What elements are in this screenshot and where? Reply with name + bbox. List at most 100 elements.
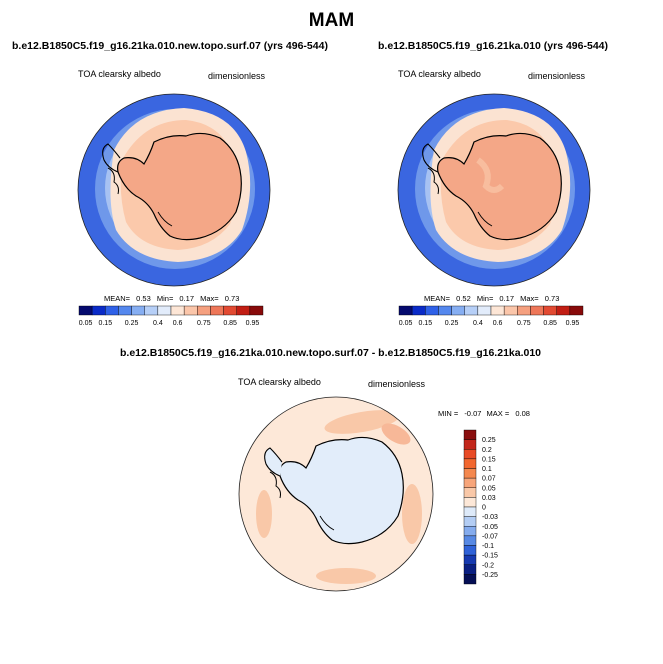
mean-label: MEAN= — [424, 294, 451, 303]
colorbar-swatch — [463, 477, 477, 488]
colorbar-swatch — [131, 305, 145, 316]
colorbar-swatch — [463, 516, 477, 527]
colorbar-swatch — [411, 305, 426, 316]
colorbar-tick-label: 0.05 — [399, 320, 413, 327]
stats-case: MEAN= 0.53 Min= 0.17 Max= 0.73 — [104, 294, 239, 303]
variable-label-case: TOA clearsky albedo — [78, 69, 161, 79]
colorbar-difference: 0.25 0.2 0.15 0.1 0.07 0.05 0.03 0 -0.03 -0.05 -0.… — [463, 429, 498, 585]
colorbar-swatch — [210, 305, 224, 316]
figure-title: MAM — [308, 10, 355, 31]
colorbar-tick-label: -0.2 — [482, 562, 494, 569]
colorbar-swatch — [463, 554, 477, 565]
colorbar-swatch — [105, 305, 119, 316]
stats-control: MEAN= 0.52 Min= 0.17 Max= 0.73 — [424, 294, 559, 303]
mean-value: 0.52 — [456, 294, 471, 303]
colorbar-swatch — [463, 497, 477, 508]
colorbar-swatch — [425, 305, 439, 316]
colorbar-tick-label: 0.15 — [98, 320, 112, 327]
colorbar-swatch — [477, 305, 492, 316]
antarctica-outline — [117, 132, 242, 241]
panel-title-control: b.e12.B1850C5.f19_g16.21ka.010 (yrs 496-… — [378, 40, 608, 52]
min-value: 0.17 — [499, 294, 515, 303]
colorbar-swatch — [197, 305, 211, 316]
colorbar-swatch — [249, 305, 264, 316]
max-value: 0.73 — [544, 294, 560, 303]
panel-title-diff: b.e12.B1850C5.f19_g16.21ka.010.new.topo.… — [120, 347, 542, 359]
variable-label-diff: TOA clearsky albedo — [238, 377, 321, 387]
colorbar-tick-label: 0.2 — [482, 447, 492, 454]
colorbar-tick-label: 0.85 — [223, 320, 237, 327]
colorbar-tick-label: 0.95 — [246, 320, 260, 327]
min-value: 0.17 — [179, 294, 195, 303]
colorbar-swatch — [543, 305, 557, 316]
colorbar-tick-label: 0 — [482, 505, 486, 512]
colorbar-swatch — [78, 305, 93, 316]
polar-map-control — [397, 93, 591, 287]
colorbar-swatch — [463, 429, 477, 440]
colorbar-tick-label: 0.15 — [482, 456, 496, 463]
colorbar-swatch — [144, 305, 159, 316]
colorbar-tick-label: -0.1 — [482, 543, 494, 550]
colorbar-swatch — [170, 305, 185, 316]
colorbar-tick-label: 0.1 — [482, 466, 492, 473]
colorbar-swatch — [223, 305, 237, 316]
max-label: Max= — [520, 294, 539, 303]
colorbar-swatch — [463, 526, 477, 537]
colorbar-swatch — [118, 305, 132, 316]
colorbar-swatch — [517, 305, 531, 316]
panel-title-case: b.e12.B1850C5.f19_g16.21ka.010.new.topo.… — [12, 40, 328, 52]
colorbar-swatch — [490, 305, 505, 316]
polar-map-case — [77, 93, 271, 287]
colorbar-tick-label: 0.25 — [482, 437, 496, 444]
colorbar-swatch — [463, 574, 477, 585]
colorbar-swatch — [569, 305, 584, 316]
colorbar-swatch — [503, 305, 518, 316]
colorbar-swatch — [463, 545, 477, 556]
mean-label: MEAN= — [104, 294, 131, 303]
colorbar-tick-label: 0.75 — [197, 320, 211, 327]
colorbar-tick-label: 0.05 — [79, 320, 93, 327]
colorbar-tick-label: 0.6 — [493, 320, 503, 327]
min-label: MIN = — [438, 409, 459, 418]
colorbar-tick-label: -0.03 — [482, 514, 498, 521]
colorbar-swatch — [91, 305, 106, 316]
colorbar-swatch — [463, 439, 477, 450]
colorbar-swatch — [463, 535, 477, 546]
colorbar-swatch — [463, 487, 477, 498]
colorbar-swatch — [463, 458, 477, 469]
max-label: Max= — [200, 294, 219, 303]
colorbar-swatch — [463, 506, 477, 517]
colorbar-tick-label: -0.05 — [482, 524, 498, 531]
colorbar-case: 0.05 0.15 0.25 0.4 0.6 0.75 0.85 0.95 — [78, 305, 264, 327]
colorbar-swatch — [463, 564, 477, 575]
colorbar-swatch — [463, 449, 477, 460]
colorbar-tick-label: 0.6 — [173, 320, 183, 327]
min-label: Min= — [156, 294, 174, 303]
colorbar-swatch — [530, 305, 544, 316]
colorbar-tick-label: 0.03 — [482, 495, 496, 502]
colorbar-tick-label: 0.15 — [418, 320, 432, 327]
colorbar-swatch — [463, 468, 477, 479]
max-value: 0.08 — [515, 409, 530, 418]
antarctica-outline — [279, 436, 404, 545]
units-label-control: dimensionless — [528, 71, 586, 81]
units-label-case: dimensionless — [208, 71, 266, 81]
colorbar-tick-label: 0.85 — [543, 320, 557, 327]
colorbar-tick-label: 0.07 — [482, 476, 496, 483]
colorbar-tick-label: 0.05 — [482, 485, 496, 492]
colorbar-tick-label: -0.15 — [482, 553, 498, 560]
colorbar-tick-label: 0.75 — [517, 320, 531, 327]
min-value: -0.07 — [464, 409, 482, 418]
mean-value: 0.53 — [136, 294, 151, 303]
colorbar-swatch — [438, 305, 452, 316]
colorbar-tick-label: 0.4 — [473, 320, 483, 327]
max-label: MAX = — [486, 409, 510, 418]
colorbar-swatch — [556, 305, 571, 316]
colorbar-tick-label: 0.4 — [153, 320, 163, 327]
colorbar-swatch — [236, 305, 251, 316]
colorbar-swatch — [398, 305, 413, 316]
stats-diff: MIN = -0.07 MAX = 0.08 — [438, 409, 530, 418]
colorbar-tick-label: 0.25 — [445, 320, 459, 327]
units-label-diff: dimensionless — [368, 379, 426, 389]
colorbar-tick-label: 0.25 — [125, 320, 139, 327]
